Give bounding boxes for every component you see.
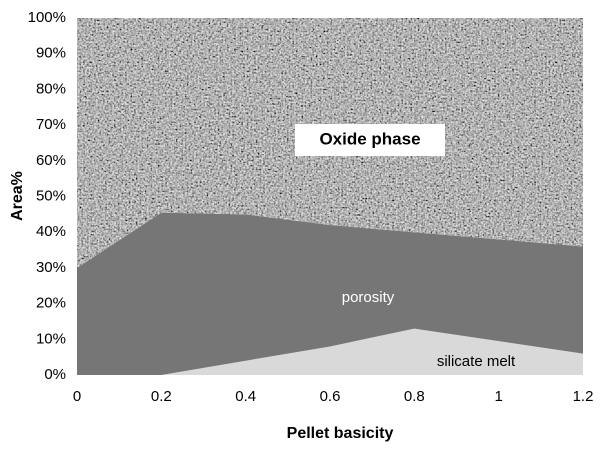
x-axis-title: Pellet basicity (287, 425, 394, 442)
y-tick-label: 70% (36, 116, 66, 133)
y-tick-label: 30% (36, 259, 66, 276)
y-tick-label: 60% (36, 152, 66, 169)
y-tick-label: 40% (36, 223, 66, 240)
x-tick-label: 0.6 (320, 388, 341, 405)
area (77, 328, 583, 375)
y-axis-title: Area% (9, 171, 26, 221)
plot-area (77, 18, 583, 375)
label-box (295, 124, 445, 156)
y-tick-label: 80% (36, 80, 66, 97)
y-tick-label: 50% (36, 187, 66, 204)
series-label: silicate melt (437, 353, 516, 370)
y-tick-label: 20% (36, 295, 66, 312)
y-tick-label: 90% (36, 45, 66, 62)
x-tick-label: 0.8 (404, 388, 425, 405)
x-tick-label: 0.4 (235, 388, 256, 405)
x-tick-label: 1.2 (573, 388, 594, 405)
series-label: Oxide phase (319, 129, 420, 148)
y-tick-label: 100% (28, 9, 66, 26)
y-tick-label: 10% (36, 330, 66, 347)
y-tick-label: 0% (44, 366, 66, 383)
x-tick-label: 0 (73, 388, 81, 405)
x-tick-label: 1 (494, 388, 502, 405)
series-label: porosity (342, 289, 395, 306)
x-tick-label: 0.2 (151, 388, 172, 405)
area (77, 212, 583, 375)
